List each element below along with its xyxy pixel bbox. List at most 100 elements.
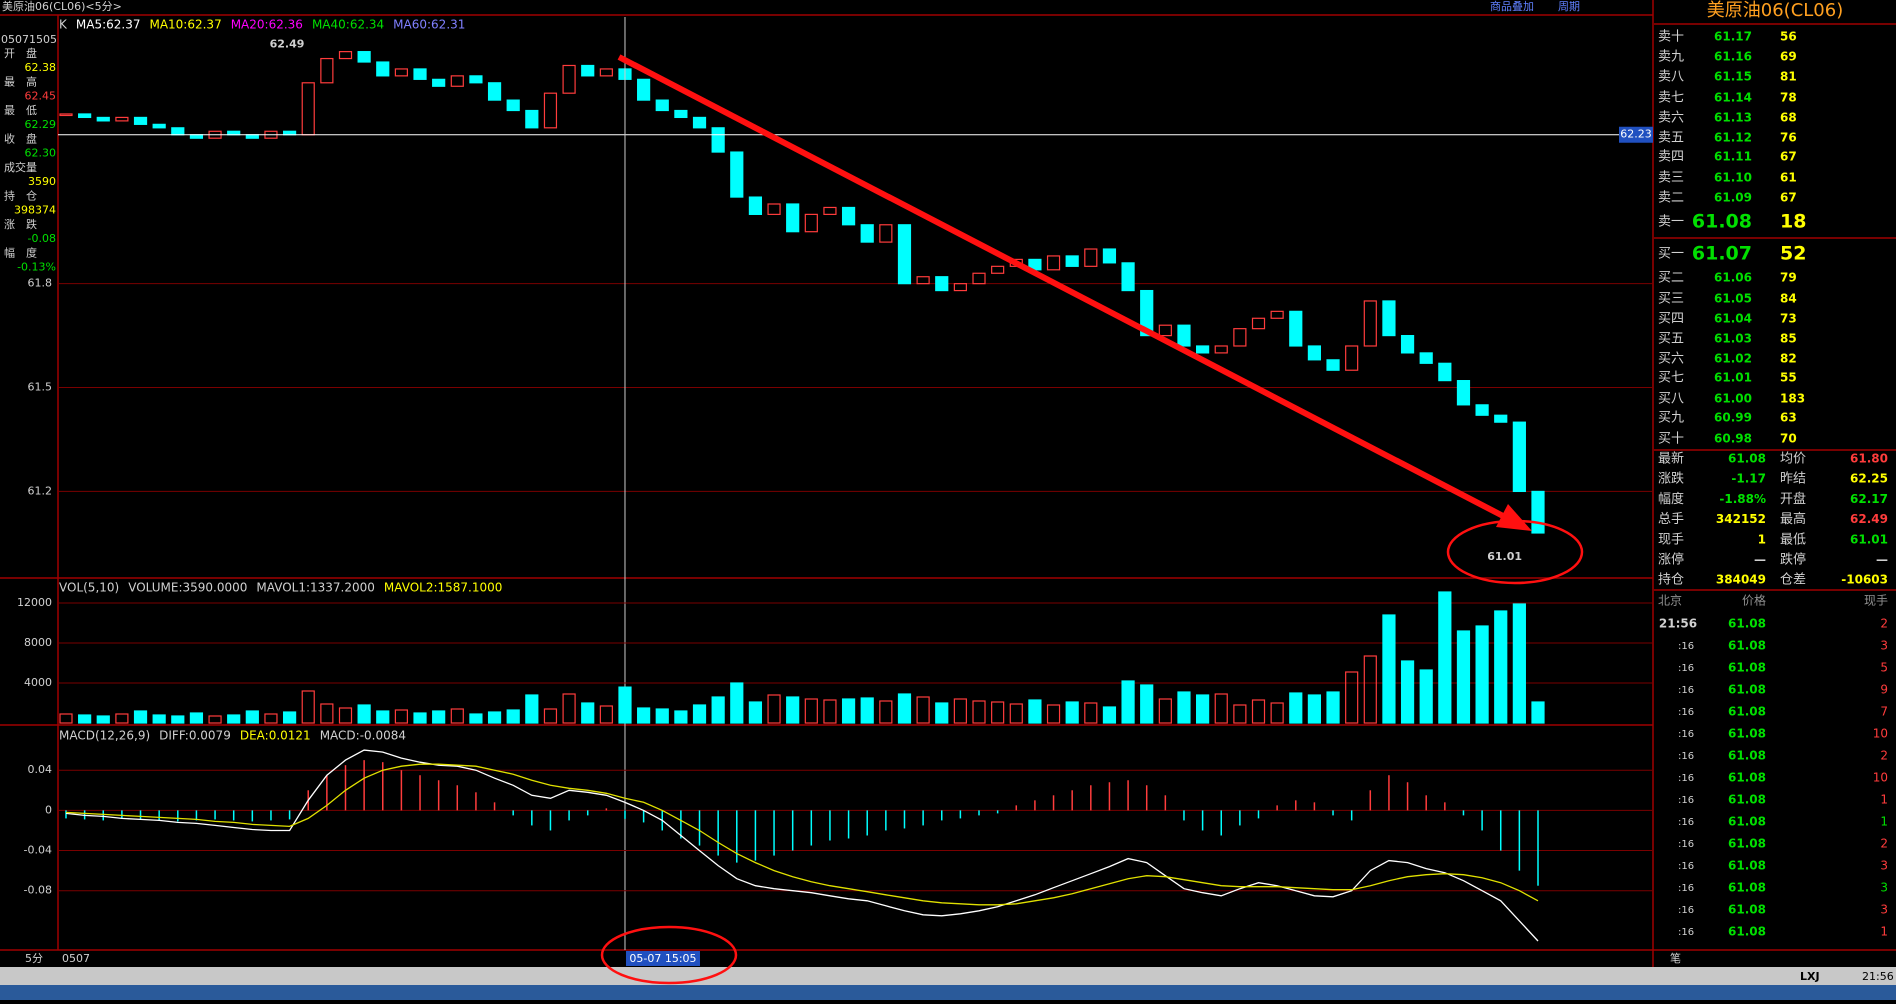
book-label: 卖一	[1658, 215, 1684, 230]
legend-item: MA20:62.36	[231, 18, 303, 32]
trade-volume: 3	[1880, 859, 1888, 873]
legend-item: DIFF:0.0079	[159, 729, 231, 743]
stat-label: 均价	[1780, 452, 1806, 467]
candle	[860, 224, 874, 243]
stat-value: 342152	[1716, 512, 1766, 526]
volume-bar	[748, 701, 763, 724]
volume-bar	[972, 700, 986, 724]
book-label: 卖七	[1658, 91, 1684, 106]
book-price: 60.98	[1714, 432, 1752, 446]
volume-bar	[189, 712, 204, 724]
legend-item: K	[59, 18, 68, 32]
candle	[991, 265, 1005, 274]
candle	[767, 203, 781, 215]
info-value: 62.29	[25, 118, 57, 131]
trades-header: 价格	[1742, 593, 1766, 608]
book-price: 61.16	[1714, 50, 1752, 64]
info-value: -0.13%	[17, 261, 56, 274]
legend-item: MAVOL1:1337.2000	[256, 581, 375, 595]
volume-bar	[1214, 693, 1228, 724]
volume-bar	[264, 713, 278, 724]
volume-bar	[711, 696, 725, 724]
trade-price: 61.08	[1728, 903, 1766, 917]
date: 0507	[62, 952, 90, 965]
window-title: 美原油06(CL06)<5分>	[2, 0, 122, 13]
taskbar	[0, 985, 1896, 1000]
trade-time: :16	[1678, 927, 1694, 938]
volume-bar	[245, 710, 259, 724]
book-price: 60.99	[1714, 411, 1752, 425]
candle	[59, 113, 73, 117]
candle	[786, 203, 800, 233]
info-label: 最 低	[4, 104, 37, 117]
candle	[1512, 421, 1526, 493]
macd-line	[65, 749, 1539, 942]
trade-price: 61.08	[1728, 639, 1766, 653]
candle	[543, 92, 558, 129]
crosshair-time: 05-07 15:05	[629, 952, 696, 965]
candle	[1307, 345, 1322, 361]
volume-bar	[506, 709, 520, 724]
book-volume: 63	[1780, 411, 1797, 425]
candle	[916, 276, 930, 285]
trades-header: 北京	[1658, 594, 1682, 608]
volume-bar	[637, 707, 651, 724]
y-tick-label: 4000	[24, 676, 52, 689]
candle	[469, 75, 483, 84]
volume-bar	[1065, 701, 1079, 724]
volume-bar	[1326, 691, 1340, 724]
stat-label: 现手	[1658, 532, 1684, 547]
volume-bar	[692, 704, 707, 724]
candle	[525, 109, 539, 129]
book-volume: 70	[1780, 432, 1797, 446]
trade-time: :16	[1678, 817, 1694, 828]
candle	[581, 64, 595, 77]
volume-bar	[1382, 614, 1396, 724]
volume-bar	[1270, 702, 1284, 724]
volume-bar	[1196, 694, 1210, 724]
volume-bar	[59, 713, 73, 724]
book-label: 卖九	[1658, 50, 1684, 65]
volume-bar	[618, 686, 632, 724]
candle	[115, 116, 129, 122]
book-price: 61.05	[1714, 292, 1752, 306]
y-tick-label: -0.04	[24, 844, 52, 857]
info-value: 398374	[14, 204, 56, 217]
y-tick-label: 0.04	[28, 763, 53, 776]
book-price: 61.12	[1714, 131, 1752, 145]
y-tick-label: 61.2	[28, 484, 53, 497]
book-label: 卖三	[1658, 171, 1684, 186]
link[interactable]: 周期	[1558, 0, 1580, 13]
book-label: 买九	[1658, 411, 1684, 426]
trade-price: 61.08	[1728, 617, 1766, 631]
stat-value: —	[1876, 553, 1888, 567]
volume-bar	[767, 694, 781, 724]
book-volume: 81	[1780, 70, 1797, 84]
volume-bar	[413, 712, 427, 724]
volume-bar	[916, 696, 930, 724]
tab[interactable]: 笔	[1670, 951, 1681, 965]
book-volume: 55	[1780, 371, 1797, 385]
y-tick-label: 61.8	[28, 277, 53, 290]
crosshair-price: 62.23	[1620, 128, 1652, 141]
period: 5分	[25, 952, 43, 965]
info-label: 持 仓	[4, 189, 37, 203]
candle	[413, 68, 427, 80]
candle	[1400, 334, 1415, 354]
candle	[1233, 328, 1247, 347]
candle	[1158, 324, 1172, 337]
candle	[96, 116, 110, 122]
volume-bar	[320, 703, 334, 724]
info-value: -0.08	[28, 232, 56, 245]
price-tag	[1619, 126, 1653, 143]
book-label: 卖八	[1658, 70, 1684, 85]
candle	[972, 272, 986, 285]
volume-bar	[487, 711, 502, 724]
legend-item: MAVOL2:1587.1000	[384, 581, 503, 595]
stat-value: —	[1754, 553, 1766, 567]
stat-value: 1	[1758, 532, 1766, 546]
book-price: 61.15	[1714, 70, 1752, 84]
link[interactable]: 商品叠加	[1490, 0, 1534, 13]
